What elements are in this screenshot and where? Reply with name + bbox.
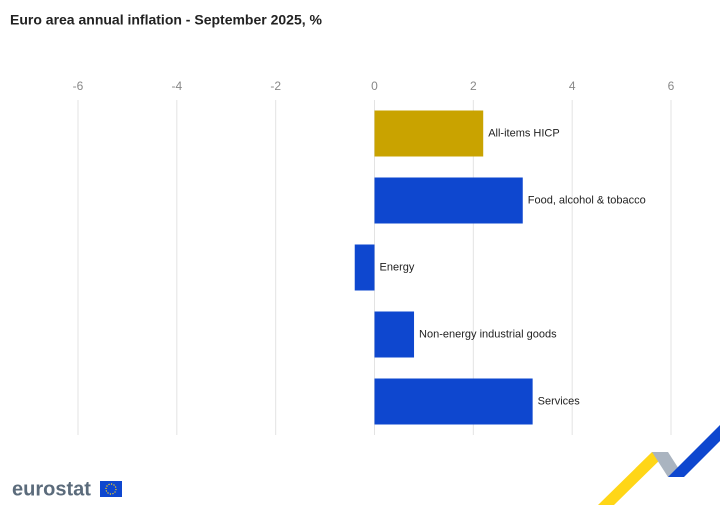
decor-stripes xyxy=(598,425,720,505)
x-tick-label: -2 xyxy=(270,79,281,93)
x-tick-label: 2 xyxy=(470,79,477,93)
chart-title: Euro area annual inflation - September 2… xyxy=(10,12,323,28)
x-tick-label: 4 xyxy=(569,79,576,93)
bar-label: Energy xyxy=(380,261,415,273)
bar xyxy=(374,177,523,224)
bar xyxy=(374,311,415,358)
x-tick-label: 6 xyxy=(668,79,675,93)
bar xyxy=(354,244,375,291)
bar xyxy=(374,110,484,157)
bar-label: All-items HICP xyxy=(488,127,560,139)
bar-label: Food, alcohol & tobacco xyxy=(528,194,646,206)
bar-label: Services xyxy=(538,395,581,407)
x-tick-label: -6 xyxy=(73,79,84,93)
x-tick-label: -4 xyxy=(171,79,182,93)
bar-label: Non-energy industrial goods xyxy=(419,328,557,340)
bar xyxy=(374,378,533,425)
logo-text: eurostat xyxy=(12,478,91,500)
eu-flag xyxy=(100,481,122,497)
x-tick-label: 0 xyxy=(371,79,378,93)
